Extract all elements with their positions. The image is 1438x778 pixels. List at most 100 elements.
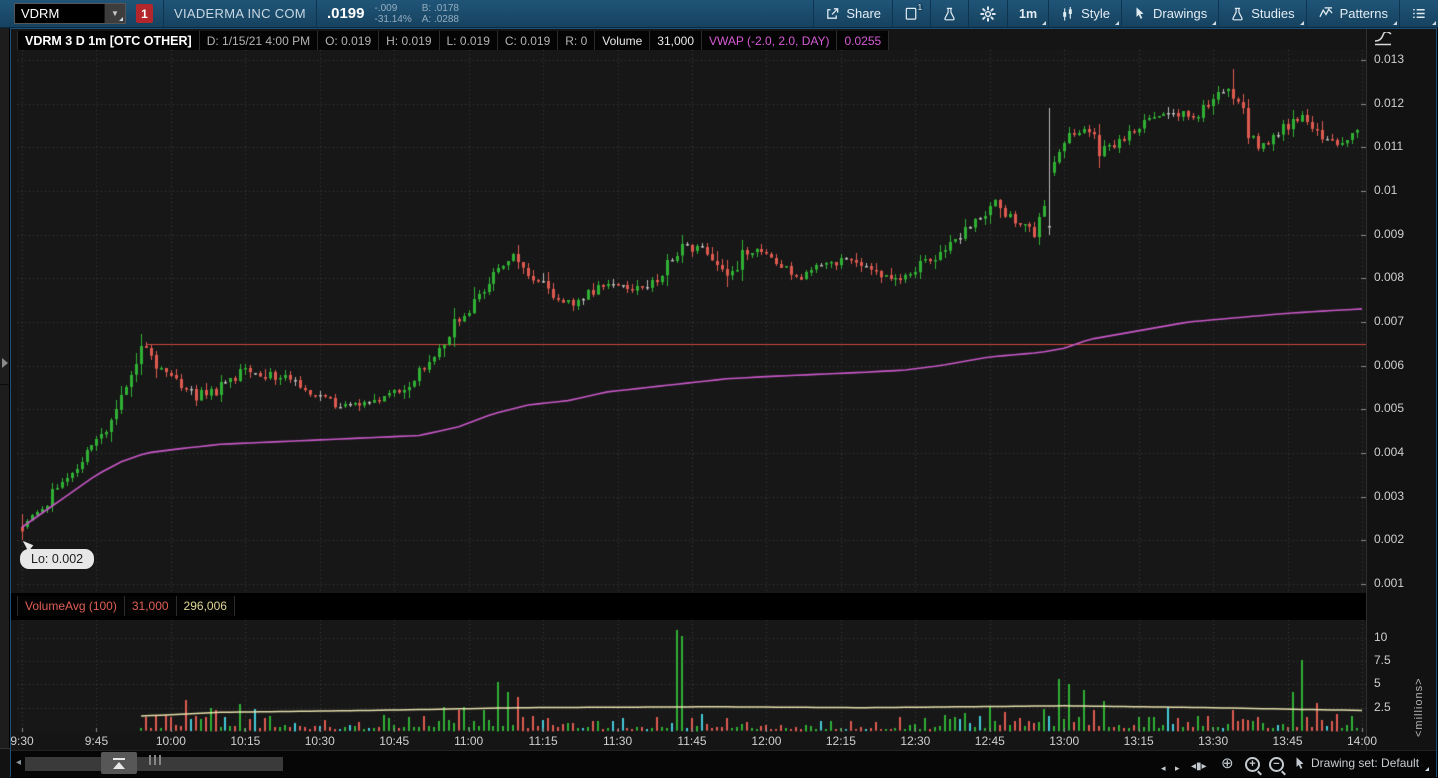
volumeavg-current: 31,000 — [124, 596, 177, 616]
drawings-label: Drawings — [1153, 6, 1208, 21]
time-tick-label: 11:00 — [454, 734, 484, 748]
time-tick-label: 13:15 — [1123, 734, 1154, 748]
divider — [163, 0, 164, 27]
price-tick-label: 0.013 — [1374, 52, 1405, 66]
volume-tick-label: 5 — [1374, 676, 1381, 691]
volume-label: Volume — [595, 31, 651, 51]
bar-datetime: D: 1/15/21 4:00 PM — [199, 31, 319, 51]
divider — [0, 384, 10, 385]
change-block: -.009 -31.14% — [374, 3, 411, 25]
volume-tick-label: 10 — [1374, 629, 1388, 644]
volumeavg-study-label[interactable]: VolumeAvg (100) — [17, 596, 125, 616]
toolbar-buttons: Share 1 1m Style Drawings Studies — [813, 0, 1438, 27]
time-tick-label: 11:15 — [528, 734, 558, 748]
time-tick-label: 13:45 — [1272, 734, 1303, 748]
scrollbar-grip[interactable] — [149, 755, 161, 765]
time-tick-label: 13:30 — [1198, 734, 1229, 748]
candlestick-icon — [1060, 6, 1075, 22]
price-tick-label: 0.007 — [1374, 314, 1405, 328]
time-tick-label: 10:30 — [304, 734, 335, 748]
pan-right-icon[interactable]: ▸ — [1175, 763, 1180, 773]
timeframe-button[interactable]: 1m — [1007, 0, 1048, 27]
symbol-input[interactable]: VDRM — [21, 6, 60, 21]
symbol-group: VDRM ▼ 1 VIADERMA INC COM .0199 -.009 -3… — [14, 0, 459, 27]
volume-value: 31,000 — [650, 31, 702, 51]
price-axis[interactable]: <millions> 0.013 0.012 0.011 0.01 0.009 0.008… — [1366, 29, 1436, 750]
change-percent: -31.14% — [374, 13, 412, 25]
pan-left-icon[interactable]: ◂ — [1161, 763, 1166, 773]
analysis-tools-button[interactable] — [930, 0, 968, 27]
auto-scale-icon[interactable] — [1373, 31, 1393, 52]
bar-close: C: 0.019 — [497, 31, 559, 51]
sidebar-strip-footer — [0, 748, 10, 778]
time-tick-label: 12:15 — [825, 734, 856, 748]
divider — [315, 0, 317, 27]
jump-icon — [113, 757, 125, 760]
expand-sidebar-arrow-icon[interactable] — [2, 358, 8, 368]
ask-value: A: .0288 — [421, 13, 459, 25]
top-toolbar: VDRM ▼ 1 VIADERMA INC COM .0199 -.009 -3… — [0, 0, 1438, 28]
time-tick-label: 11:30 — [602, 734, 633, 748]
drawing-set-selector[interactable]: Drawing set: Default — [1311, 756, 1431, 771]
gear-icon — [980, 5, 996, 22]
change-value: -.009 — [374, 2, 398, 14]
volume-tick-label: 7.5 — [1374, 653, 1391, 668]
vwap-study-label[interactable]: VWAP (-2.0, 2.0, DAY) — [702, 31, 838, 51]
time-tick-label: 12:30 — [900, 734, 931, 748]
time-tick-label: 14:00 — [1346, 734, 1378, 748]
volume-header-strip: VolumeAvg (100) 31,000 296,006 — [11, 593, 1366, 620]
zoom-in-icon[interactable]: + — [1245, 757, 1260, 772]
bar-high: H: 0.019 — [379, 31, 440, 51]
collapsed-sidebar-strip — [0, 28, 10, 778]
company-name: VIADERMA INC COM — [174, 6, 306, 21]
crosshair-icon[interactable]: ⊕ — [1221, 755, 1234, 772]
price-tick-label: 0.004 — [1374, 445, 1405, 459]
style-label: Style — [1081, 6, 1111, 21]
chart-menu-button[interactable] — [1399, 0, 1438, 27]
vwap-value: 0.0255 — [837, 31, 890, 51]
chart-panel: VDRM 3 D 1m [OTC OTHER] D: 1/15/21 4:00 … — [10, 28, 1437, 777]
jump-to-present-button[interactable] — [101, 752, 137, 774]
zigzag-pattern-icon — [1318, 6, 1334, 21]
time-axis[interactable]: 9:30 9:45 10:00 10:15 10:30 10:45 11:00 11:15 11… — [10, 731, 1436, 750]
volume-tick-label: 2.5 — [1374, 699, 1391, 714]
chart-title: VDRM 3 D 1m [OTC OTHER] — [17, 31, 200, 51]
time-tick-label: 10:15 — [230, 734, 261, 748]
studies-button[interactable]: Studies — [1218, 0, 1305, 27]
pointer-tool-icon[interactable] — [1293, 756, 1307, 776]
volume-chart-canvas[interactable] — [17, 620, 1366, 732]
symbol-dropdown[interactable]: VDRM ▼ — [14, 3, 126, 24]
price-tick-label: 0.009 — [1374, 226, 1405, 241]
patterns-button[interactable]: Patterns — [1305, 0, 1399, 27]
price-tick-label: 0.001 — [1374, 576, 1405, 590]
settings-button[interactable] — [968, 0, 1007, 27]
alert-badge[interactable]: 1 — [136, 4, 153, 23]
time-tick-label: 9:45 — [84, 734, 109, 748]
share-button[interactable]: Share — [813, 0, 892, 27]
zoom-out-icon[interactable]: − — [1269, 757, 1284, 772]
time-tick-label: 13:00 — [1049, 734, 1080, 748]
events-count: 1 — [916, 3, 924, 12]
price-tick-label: 0.005 — [1374, 401, 1405, 416]
style-button[interactable]: Style — [1048, 0, 1121, 27]
events-button[interactable]: 1 — [892, 0, 930, 27]
bar-open: O: 0.019 — [318, 31, 380, 51]
bar-width-icon[interactable]: ◂▮▸ — [1191, 761, 1207, 772]
chevron-down-icon[interactable]: ▼ — [104, 4, 125, 23]
patterns-label: Patterns — [1339, 6, 1388, 21]
time-tick-label: 10:45 — [379, 734, 410, 748]
bid-value: B: .0178 — [421, 2, 459, 14]
scroll-left-icon[interactable]: ◂ — [16, 757, 22, 768]
calendar-note-icon: 1 — [904, 3, 924, 21]
last-price: .0199 — [326, 5, 365, 22]
time-tick-label: 12:00 — [751, 734, 782, 748]
flask-icon — [1230, 6, 1245, 22]
price-chart-canvas[interactable] — [17, 50, 1366, 593]
volume-header-row: VolumeAvg (100) 31,000 296,006 — [17, 596, 235, 616]
drawings-button[interactable]: Drawings — [1121, 0, 1218, 27]
price-tick-label: 0.01 — [1374, 183, 1398, 197]
timeframe-label: 1m — [1019, 6, 1038, 21]
time-tick-label: 9:30 — [10, 734, 34, 748]
volumeavg-average: 296,006 — [176, 596, 235, 616]
price-tick-label: 0.011 — [1374, 139, 1404, 154]
